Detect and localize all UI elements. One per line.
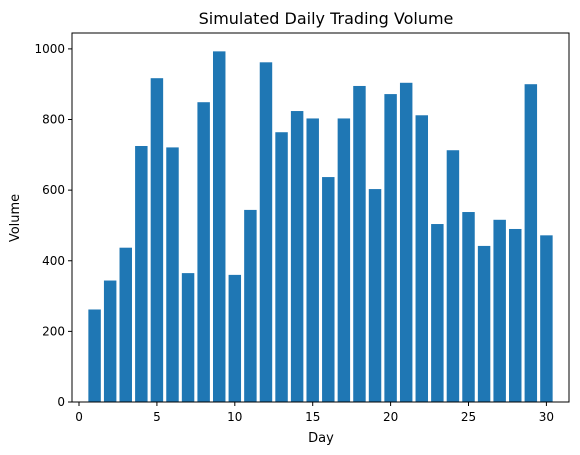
x-tick-label: 10 <box>227 410 242 424</box>
bar-day-25 <box>462 212 475 402</box>
y-axis-ticks: 0 200 400 600 800 1000 <box>34 42 72 409</box>
x-tick-label: 0 <box>75 410 83 424</box>
bar-day-18 <box>353 85 366 403</box>
bar-day-20 <box>384 94 397 402</box>
bar-day-26 <box>477 245 491 402</box>
plot-frame <box>71 32 570 403</box>
bar-day-3 <box>119 247 132 402</box>
bars-group <box>88 51 553 403</box>
bar-day-17 <box>337 118 351 402</box>
bar-day-10 <box>228 274 242 402</box>
bar-day-6 <box>166 147 179 402</box>
bar-day-28 <box>509 228 522 402</box>
y-tick-label: 400 <box>42 254 65 268</box>
bar-day-8 <box>197 102 210 403</box>
bar-day-30 <box>540 235 553 402</box>
y-axis-label: Volume <box>8 194 23 242</box>
bar-day-2 <box>103 280 117 402</box>
bar-day-29 <box>524 84 538 402</box>
x-tick-label: 15 <box>305 410 320 424</box>
bar-day-5 <box>150 78 164 402</box>
bar-day-12 <box>259 62 273 402</box>
bar-day-27 <box>493 219 506 402</box>
y-tick-label: 800 <box>42 113 65 127</box>
bar-day-21 <box>399 82 413 402</box>
x-axis-ticks: 0 5 10 15 20 25 30 <box>75 402 554 424</box>
bar-day-24 <box>446 150 460 402</box>
y-tick-label: 200 <box>42 324 65 338</box>
bar-day-4 <box>135 145 148 402</box>
y-tick-label: 0 <box>57 395 65 409</box>
bar-day-16 <box>322 177 335 402</box>
bar-day-22 <box>415 115 429 402</box>
x-tick-label: 25 <box>461 410 476 424</box>
x-tick-label: 30 <box>539 410 554 424</box>
bar-day-13 <box>275 132 288 402</box>
x-axis-label: Day <box>308 431 334 446</box>
bar-day-11 <box>244 209 257 402</box>
bar-day-1 <box>88 309 101 402</box>
bar-day-7 <box>181 273 195 402</box>
y-tick-label: 600 <box>42 183 65 197</box>
y-tick-label: 1000 <box>34 42 65 56</box>
bar-day-14 <box>290 111 304 402</box>
bar-day-23 <box>431 224 444 402</box>
bar-day-19 <box>368 189 382 402</box>
bar-day-15 <box>306 118 319 402</box>
x-tick-label: 20 <box>383 410 398 424</box>
x-tick-label: 5 <box>153 410 161 424</box>
bar-day-9 <box>212 51 226 402</box>
chart-title: Simulated Daily Trading Volume <box>199 9 454 28</box>
